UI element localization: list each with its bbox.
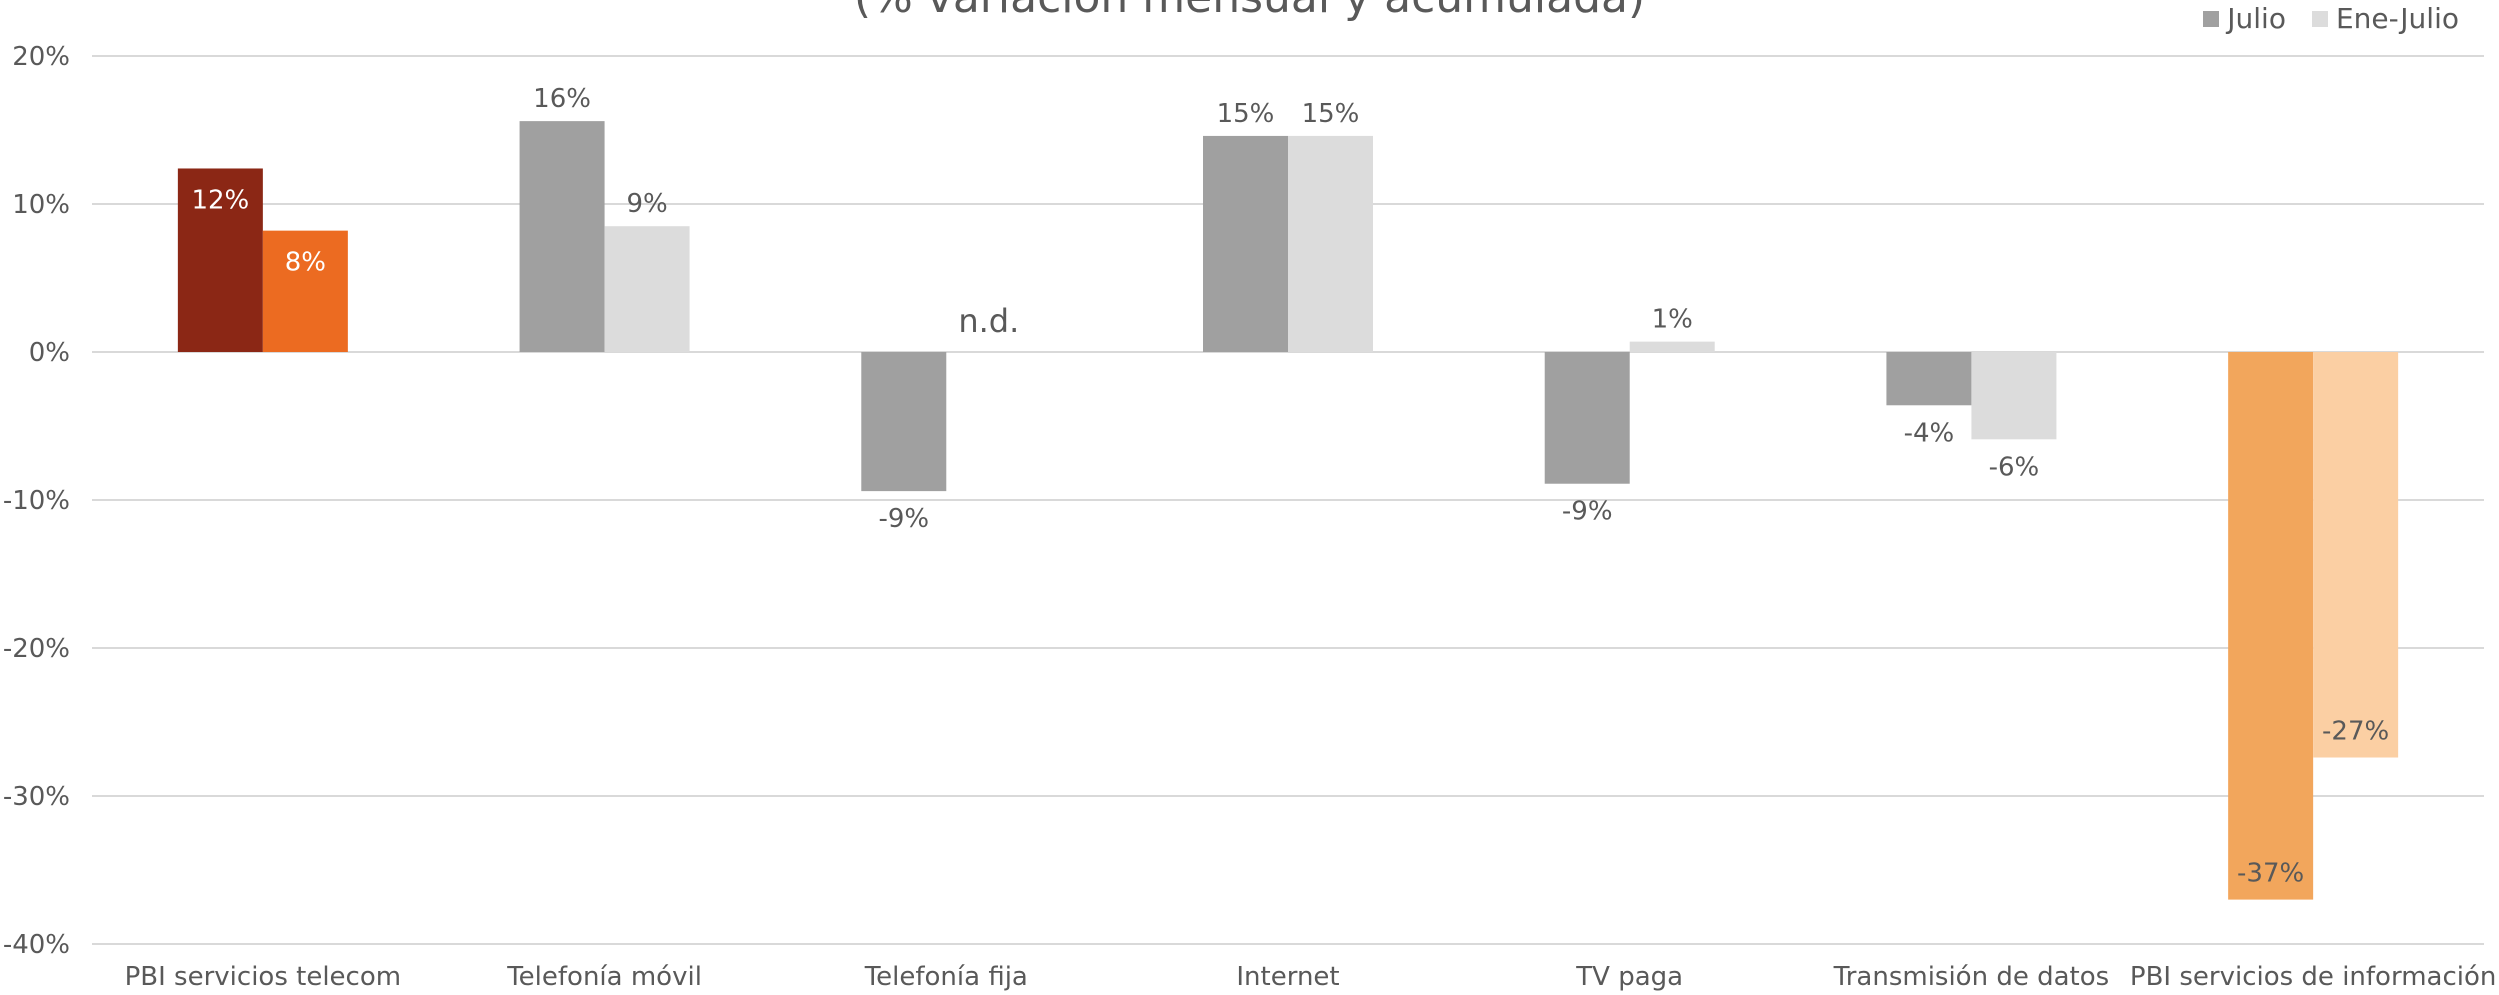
y-tick-label: 20% (12, 42, 70, 72)
bar-julio (519, 121, 605, 353)
bar-ene-julio (604, 226, 690, 352)
bar-ene-julio (1971, 352, 2057, 440)
data-label: 15% (1217, 99, 1275, 129)
data-label: 1% (1652, 305, 1693, 335)
legend-label-ene-julio: Ene-Julio (2335, 2, 2459, 35)
x-tick-label: PBI servicios de información (2130, 962, 2496, 991)
y-tick-label: -30% (3, 782, 70, 812)
bar-julio (177, 168, 263, 352)
data-label: -4% (1904, 418, 1955, 448)
data-label: -6% (1989, 452, 2040, 482)
legend-swatch-ene-julio (2311, 10, 2328, 27)
x-tick-label: Telefonía móvil (506, 962, 702, 991)
x-tick-label: Transmisión de datos (1833, 962, 2110, 991)
bar-julio (1203, 135, 1288, 352)
data-label: -9% (1562, 497, 1613, 527)
data-label: -9% (878, 504, 929, 534)
y-tick-label: 10% (12, 190, 70, 220)
y-tick-label: -40% (3, 930, 70, 960)
data-label: -37% (2237, 859, 2304, 889)
bar-julio (2228, 352, 2314, 900)
x-tick-label: PBI servicios telecom (125, 962, 401, 991)
x-tick-label: TV paga (1575, 962, 1683, 991)
data-label: 16% (533, 84, 591, 114)
bar-ene-julio (1288, 135, 1373, 352)
data-label: 8% (285, 248, 326, 278)
bar-julio (861, 352, 947, 492)
y-tick-label: 0% (29, 338, 70, 368)
chart-legend: Julio Ene-Julio (2203, 2, 2459, 35)
data-label: 15% (1302, 99, 1360, 129)
legend-item-julio: Julio (2203, 2, 2286, 35)
legend-item-ene-julio: Ene-Julio (2311, 2, 2459, 35)
bar-julio (1886, 352, 1972, 406)
data-label: n.d. (958, 302, 1019, 340)
bar-julio (1544, 352, 1630, 484)
y-tick-label: -20% (3, 634, 70, 664)
data-label: 9% (626, 189, 667, 219)
x-tick-label: Telefonía fija (864, 962, 1028, 991)
y-tick-label: -10% (3, 486, 70, 516)
bar-ene-julio (262, 230, 348, 352)
chart-subtitle: (% variación mensual y acumulada) (0, 0, 2499, 23)
data-label: 12% (191, 185, 249, 215)
x-tick-label: Internet (1236, 962, 1339, 991)
bar-ene-julio (2313, 352, 2399, 758)
bar-ene-julio (1629, 341, 1715, 352)
legend-label-julio: Julio (2227, 2, 2286, 35)
data-label: -27% (2322, 717, 2389, 747)
legend-swatch-julio (2203, 10, 2220, 27)
